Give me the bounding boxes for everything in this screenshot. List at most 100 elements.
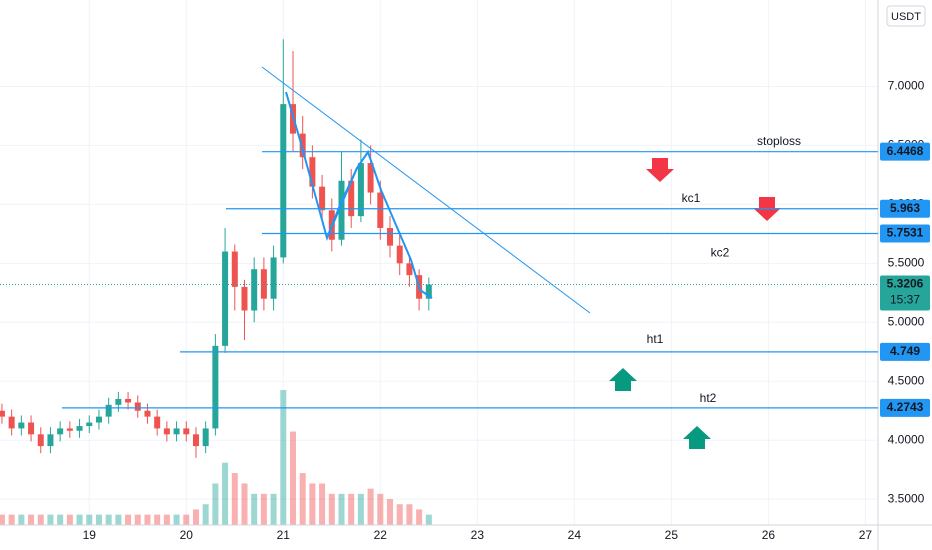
price-tag (880, 342, 930, 361)
volume-bar (0, 514, 5, 525)
candle-body (47, 434, 54, 447)
volume-bar (95, 514, 102, 525)
candle-body (222, 251, 229, 346)
volume-bar (37, 514, 44, 525)
volume-bar (125, 514, 132, 525)
candle-body (309, 157, 316, 187)
candle-body (280, 104, 287, 258)
volume-bar (47, 514, 54, 525)
candle-body (338, 180, 345, 240)
volume-bar (348, 493, 355, 525)
y-tick-label: 3.5000 (888, 491, 925, 505)
volume-bar (289, 431, 296, 525)
y-tick-label: 4.0000 (888, 432, 925, 446)
volume-bar (66, 514, 73, 525)
price-tag-label: 4.749 (890, 344, 920, 358)
candle-body (154, 416, 161, 429)
price-tag-label: 6.4468 (887, 144, 924, 158)
candle-body (202, 428, 209, 447)
volume-bar (377, 493, 384, 525)
volume-bar (241, 483, 248, 525)
volume-bar (183, 514, 190, 525)
candle-body (144, 410, 151, 417)
volume-bar (57, 514, 64, 525)
candle-body (86, 422, 93, 427)
level-label: ht2 (700, 391, 717, 405)
candle-body (396, 245, 403, 264)
candle-body (319, 186, 326, 211)
volume-bar (367, 488, 374, 525)
y-tick-label: 5.5000 (888, 255, 925, 269)
candle-body (76, 426, 83, 431)
volume-bar (328, 493, 335, 525)
candle-body (115, 398, 122, 405)
candle-body (173, 428, 180, 435)
volume-bar (115, 514, 122, 525)
price-tag-label: 5.963 (890, 201, 920, 215)
candle-body (367, 163, 374, 193)
y-tick-label: 7.0000 (888, 79, 925, 93)
volume-bar (105, 514, 112, 525)
candle-body (299, 133, 306, 158)
x-tick-label: 19 (83, 528, 97, 542)
volume-bar (387, 499, 394, 525)
candle-body (231, 251, 238, 287)
x-tick-label: 20 (180, 528, 194, 542)
volume-bar (173, 514, 180, 525)
candle-body (0, 410, 5, 417)
volume-bar (163, 514, 170, 525)
volume-bar (192, 509, 199, 525)
volume-bar (28, 514, 35, 525)
candle-body (18, 422, 25, 429)
candle-body (241, 286, 248, 311)
price-tag (880, 224, 930, 243)
candle-body (260, 269, 267, 299)
x-tick-label: 26 (762, 528, 776, 542)
volume-bar (280, 390, 287, 525)
x-tick-label: 22 (374, 528, 388, 542)
volume-bar (396, 504, 403, 525)
level-label: stoploss (757, 134, 801, 148)
candle-body (8, 416, 15, 429)
candle-body (163, 428, 170, 435)
volume-bar (154, 514, 161, 525)
x-tick-label: 27 (859, 528, 873, 542)
volume-bar (319, 483, 326, 525)
trend-line (261, 66, 591, 314)
level-label: kc1 (682, 191, 701, 205)
price-tag (880, 398, 930, 417)
volume-bar (338, 493, 345, 525)
volume-bar (299, 473, 306, 525)
level-label: ht1 (647, 332, 664, 346)
candle-body (125, 398, 132, 403)
candle-body (377, 192, 384, 228)
countdown-label: 15:37 (890, 293, 920, 307)
currency-box[interactable] (886, 5, 926, 27)
up-arrow (609, 368, 637, 391)
volume-bar (86, 514, 93, 525)
volume-bar (406, 504, 413, 525)
y-tick-label: 4.5000 (888, 373, 925, 387)
volume-bar (260, 493, 267, 525)
candle-body (28, 422, 35, 435)
price-tag-label: 5.7531 (887, 226, 924, 240)
y-tick-label: 5.0000 (888, 314, 925, 328)
last-price-tag (880, 275, 930, 311)
candle-body (212, 345, 219, 429)
volume-bar (18, 514, 25, 525)
candle-body (387, 227, 394, 246)
candle-body (348, 180, 355, 217)
x-tick-label: 24 (568, 528, 582, 542)
x-tick-label: 21 (277, 528, 291, 542)
candle-body (66, 428, 73, 431)
volume-bar (231, 473, 238, 525)
candle-body (37, 434, 44, 447)
price-tag-label: 4.2743 (887, 400, 924, 414)
level-label: kc2 (711, 246, 730, 260)
price-tag (880, 142, 930, 161)
pattern-line (326, 167, 358, 239)
x-tick-label: 23 (471, 528, 485, 542)
volume-bar (222, 462, 229, 525)
